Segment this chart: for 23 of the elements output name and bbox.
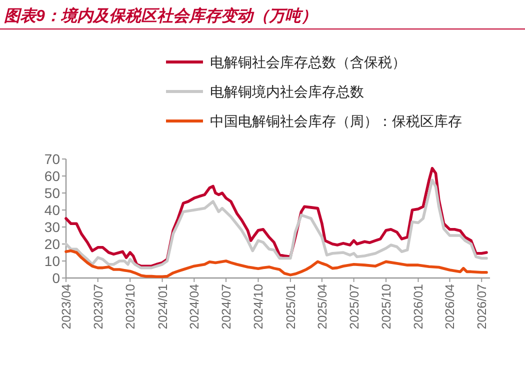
y-tick-label: 70 xyxy=(44,151,60,167)
x-tick-label: 2024/07 xyxy=(220,284,234,330)
x-tick-label: 2025/07 xyxy=(347,284,362,330)
x-tick-label: 2024/10 xyxy=(252,284,266,330)
x-tick-label: 2025/10 xyxy=(380,284,394,330)
y-tick-label: 50 xyxy=(44,185,60,201)
x-tick-label: 2025/04 xyxy=(315,284,330,330)
x-tick-label: 2023/04 xyxy=(60,284,74,330)
title: 图表9：境内及保税区社会库存变动（万吨） xyxy=(4,8,317,25)
x-tick-label: 2025/01 xyxy=(284,284,298,330)
y-tick-label: 30 xyxy=(44,219,60,235)
x-tick-label: 2023/07 xyxy=(91,284,106,330)
x-tick-label: 2023/10 xyxy=(124,284,138,330)
y-tick-label: 20 xyxy=(44,236,60,252)
x-tick-label: 2024/01 xyxy=(156,284,170,330)
y-tick-label: 40 xyxy=(44,202,60,218)
x-tick-label: 2026/04 xyxy=(443,284,458,330)
y-tick-label: 10 xyxy=(44,253,60,269)
x-tick-label: 2026/01 xyxy=(412,284,426,330)
y-tick-label: 60 xyxy=(44,168,60,184)
y-tick-label: 0 xyxy=(52,270,60,286)
x-tick-label: 2024/04 xyxy=(188,284,202,330)
x-tick-label: 2026/07 xyxy=(475,284,490,330)
